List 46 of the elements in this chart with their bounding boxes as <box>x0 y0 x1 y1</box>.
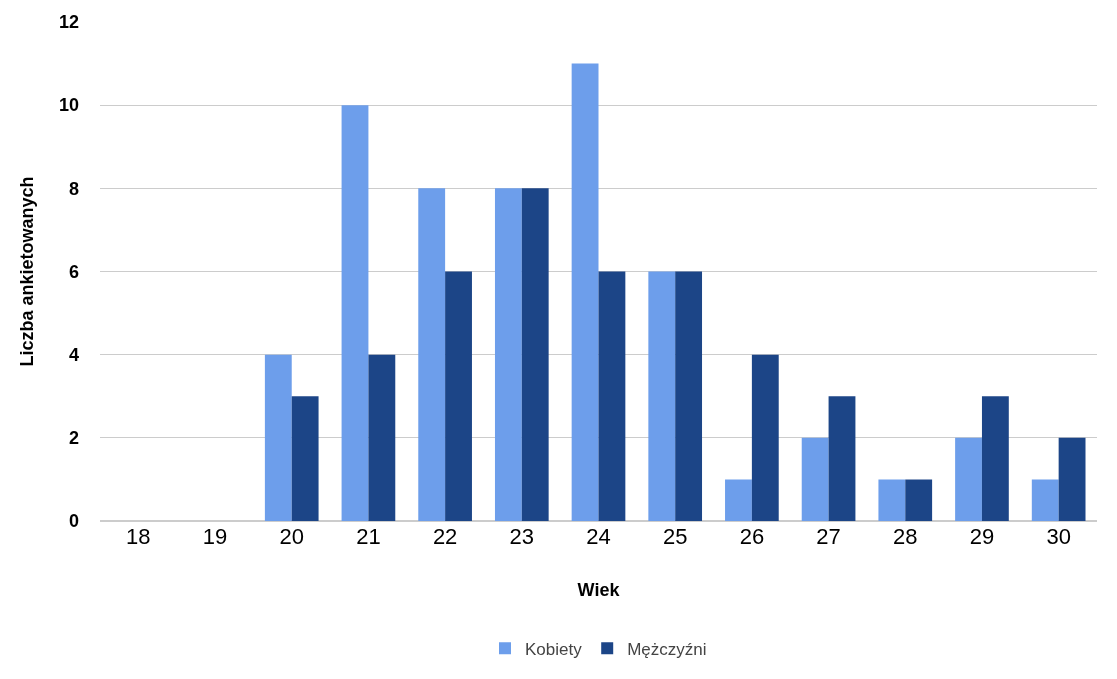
y-tick-label: 2 <box>68 428 79 449</box>
x-tick-label: 19 <box>202 524 228 549</box>
legend-label: Kobiety <box>525 639 583 659</box>
x-tick-label: 23 <box>509 524 535 549</box>
x-axis-title: Wiek <box>577 580 621 601</box>
x-tick-label: 27 <box>816 524 841 549</box>
bar <box>341 105 369 521</box>
bar <box>291 396 319 521</box>
y-tick-label: 0 <box>68 511 79 532</box>
x-tick-label: 18 <box>126 524 151 549</box>
bar <box>725 479 752 521</box>
bar <box>828 396 856 521</box>
bar <box>521 188 549 521</box>
bar <box>571 63 599 521</box>
y-axis-title: Liczba ankietowanych <box>17 176 38 367</box>
bar <box>445 271 472 521</box>
bar <box>801 437 829 521</box>
bar <box>598 271 626 521</box>
x-tick-label: 20 <box>279 524 304 549</box>
x-tick-label: 22 <box>432 524 458 549</box>
y-tick-label: 4 <box>68 344 79 365</box>
bar <box>905 479 933 521</box>
bar <box>955 437 982 521</box>
x-tick-label: 28 <box>893 524 918 549</box>
bar <box>1058 437 1086 521</box>
y-tick-label: 8 <box>68 178 79 199</box>
bar <box>1031 479 1059 521</box>
x-tick-label: 24 <box>586 524 611 549</box>
bar <box>675 271 703 521</box>
legend-label: Mężczyźni <box>627 639 707 659</box>
x-tick-label: 25 <box>662 524 688 549</box>
bar <box>751 354 779 521</box>
bar <box>981 396 1009 521</box>
x-tick-label: 26 <box>739 524 765 549</box>
bar <box>648 271 676 521</box>
bar <box>264 354 292 521</box>
bar <box>368 354 396 521</box>
bar <box>418 188 446 521</box>
bar <box>494 188 522 521</box>
x-tick-label: 29 <box>969 524 995 549</box>
x-tick-label: 21 <box>356 524 381 549</box>
bar <box>878 479 906 521</box>
x-tick-label: 30 <box>1046 524 1071 549</box>
y-tick-label: 12 <box>58 12 79 33</box>
y-tick-label: 10 <box>58 95 79 116</box>
y-tick-label: 6 <box>68 261 79 282</box>
